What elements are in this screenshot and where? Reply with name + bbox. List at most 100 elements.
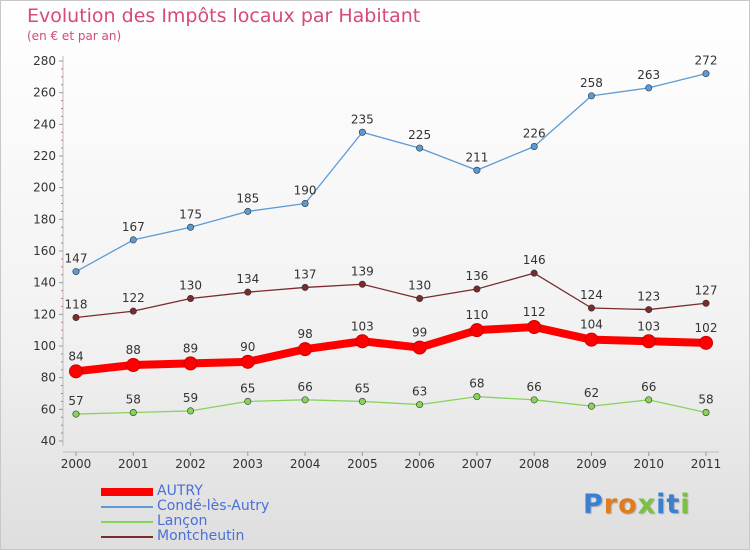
data-point <box>298 342 313 357</box>
data-point <box>244 397 252 405</box>
data-point <box>702 408 710 416</box>
data-label: 225 <box>408 128 431 142</box>
data-point <box>244 207 252 215</box>
x-tick-label: 2003 <box>233 457 264 471</box>
data-point <box>358 128 366 136</box>
data-point <box>416 294 424 302</box>
logo-letter: i <box>680 489 691 520</box>
series-line-3 <box>75 272 707 319</box>
y-tick-label: 100 <box>33 339 56 353</box>
legend-label: Montcheutin <box>157 528 245 544</box>
data-point <box>587 304 595 312</box>
data-point <box>355 334 370 349</box>
data-point <box>473 285 481 293</box>
data-label: 88 <box>126 343 141 357</box>
data-label: 58 <box>698 393 713 407</box>
data-label: 185 <box>236 191 259 205</box>
legend-label: Lançon <box>157 513 208 529</box>
legend-swatch <box>101 488 153 496</box>
data-label: 272 <box>695 54 718 68</box>
data-label: 62 <box>584 386 599 400</box>
data-label: 110 <box>465 308 488 322</box>
y-tick-label: 120 <box>33 307 56 321</box>
data-point <box>358 280 366 288</box>
data-point <box>187 407 195 415</box>
data-point <box>187 294 195 302</box>
data-point <box>301 200 309 208</box>
series-line-0 <box>72 323 710 376</box>
data-label: 122 <box>122 291 145 305</box>
data-label: 127 <box>695 283 718 297</box>
data-point <box>412 340 427 355</box>
data-point <box>72 410 80 418</box>
logo-letter: x <box>637 489 657 520</box>
data-label: 98 <box>297 327 312 341</box>
x-tick-label: 2011 <box>691 457 722 471</box>
data-point <box>473 166 481 174</box>
data-label: 130 <box>179 279 202 293</box>
data-point <box>530 396 538 404</box>
x-tick-label: 2006 <box>404 457 435 471</box>
data-label: 84 <box>68 349 83 363</box>
y-tick-label: 200 <box>33 181 56 195</box>
data-label: 68 <box>469 377 484 391</box>
x-tick-label: 2010 <box>633 457 664 471</box>
data-point <box>530 143 538 151</box>
data-label: 89 <box>183 341 198 355</box>
data-label: 90 <box>240 340 255 354</box>
data-label: 65 <box>240 381 255 395</box>
x-tick-label: 2007 <box>462 457 493 471</box>
data-label: 167 <box>122 220 145 234</box>
data-label: 118 <box>65 298 88 312</box>
data-point <box>72 268 80 276</box>
logo-letter: o <box>618 489 638 520</box>
y-tick-label: 280 <box>33 54 56 68</box>
data-label: 104 <box>580 318 603 332</box>
data-label: 57 <box>68 394 83 408</box>
data-label: 102 <box>695 321 718 335</box>
data-label: 99 <box>412 326 427 340</box>
legend-label: Condé-lès-Autry <box>157 498 270 514</box>
data-label: 139 <box>351 264 374 278</box>
data-label: 147 <box>65 252 88 266</box>
y-tick-label: 40 <box>41 434 56 448</box>
data-point <box>301 396 309 404</box>
data-label: 235 <box>351 112 374 126</box>
x-tick-label: 2000 <box>61 457 92 471</box>
data-label: 65 <box>355 381 370 395</box>
y-tick-label: 260 <box>33 86 56 100</box>
logo-letter: P <box>583 489 604 520</box>
data-label: 63 <box>412 385 427 399</box>
y-tick-label: 60 <box>41 402 56 416</box>
y-tick-label: 160 <box>33 244 56 258</box>
data-point <box>416 144 424 152</box>
data-label: 66 <box>641 380 656 394</box>
data-label: 258 <box>580 76 603 90</box>
data-point <box>699 335 713 350</box>
data-label: 190 <box>294 184 317 198</box>
y-tick-label: 220 <box>33 149 56 163</box>
legend-label: AUTRY <box>157 483 203 499</box>
x-tick-label: 2009 <box>576 457 607 471</box>
data-label: 137 <box>294 267 317 281</box>
logo-letter: i <box>656 489 667 520</box>
data-label: 263 <box>637 68 660 82</box>
y-tick-label: 240 <box>33 117 56 131</box>
data-label: 103 <box>637 319 660 333</box>
data-point <box>645 84 653 92</box>
legend-swatch <box>101 521 153 523</box>
data-label: 66 <box>527 380 542 394</box>
x-tick-label: 2008 <box>519 457 550 471</box>
data-label: 123 <box>637 290 660 304</box>
data-label: 58 <box>126 393 141 407</box>
data-point <box>473 393 481 401</box>
data-label: 130 <box>408 279 431 293</box>
data-point <box>187 223 195 231</box>
data-point <box>129 236 137 244</box>
y-tick-label: 140 <box>33 276 56 290</box>
chart-title: Evolution des Impôts locaux par Habitant <box>27 5 421 27</box>
data-point <box>527 320 542 334</box>
data-point <box>69 364 83 379</box>
